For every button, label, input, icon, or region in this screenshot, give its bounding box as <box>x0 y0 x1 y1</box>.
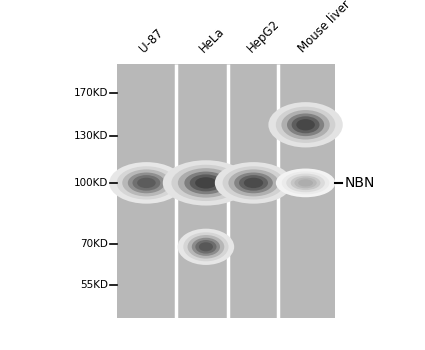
Ellipse shape <box>276 107 335 143</box>
Ellipse shape <box>286 174 325 192</box>
Ellipse shape <box>171 165 241 201</box>
Ellipse shape <box>234 173 273 193</box>
Ellipse shape <box>187 235 224 259</box>
Ellipse shape <box>178 229 234 265</box>
Ellipse shape <box>195 177 217 189</box>
Ellipse shape <box>291 176 320 190</box>
Text: 130KD: 130KD <box>74 131 108 141</box>
Ellipse shape <box>223 166 284 200</box>
Ellipse shape <box>109 162 184 204</box>
Ellipse shape <box>281 110 330 140</box>
Ellipse shape <box>190 174 222 191</box>
Ellipse shape <box>292 116 320 133</box>
Bar <box>116 64 335 318</box>
Text: U-87: U-87 <box>137 26 166 55</box>
Ellipse shape <box>133 175 160 191</box>
Ellipse shape <box>228 169 279 196</box>
Ellipse shape <box>183 232 229 261</box>
Text: 70KD: 70KD <box>80 239 108 249</box>
Ellipse shape <box>276 169 335 197</box>
Ellipse shape <box>128 173 165 193</box>
Ellipse shape <box>199 242 213 251</box>
Ellipse shape <box>178 168 234 198</box>
Text: 100KD: 100KD <box>74 178 108 188</box>
Ellipse shape <box>296 119 315 131</box>
Text: Mouse liver: Mouse liver <box>296 0 354 55</box>
Ellipse shape <box>287 113 324 136</box>
Ellipse shape <box>295 177 317 188</box>
Ellipse shape <box>122 169 170 196</box>
Text: 55KD: 55KD <box>80 280 108 289</box>
Ellipse shape <box>215 162 292 204</box>
Ellipse shape <box>116 166 176 200</box>
Ellipse shape <box>239 175 268 191</box>
Ellipse shape <box>282 172 329 194</box>
Ellipse shape <box>192 238 220 256</box>
Text: HeLa: HeLa <box>197 25 227 55</box>
Ellipse shape <box>137 178 156 188</box>
Ellipse shape <box>196 240 216 254</box>
Text: NBN: NBN <box>344 176 374 190</box>
Ellipse shape <box>163 160 249 205</box>
Text: HepG2: HepG2 <box>244 18 282 55</box>
Ellipse shape <box>268 102 343 147</box>
Ellipse shape <box>244 178 263 188</box>
Ellipse shape <box>298 179 313 187</box>
Ellipse shape <box>184 172 227 194</box>
Text: 170KD: 170KD <box>74 88 108 98</box>
